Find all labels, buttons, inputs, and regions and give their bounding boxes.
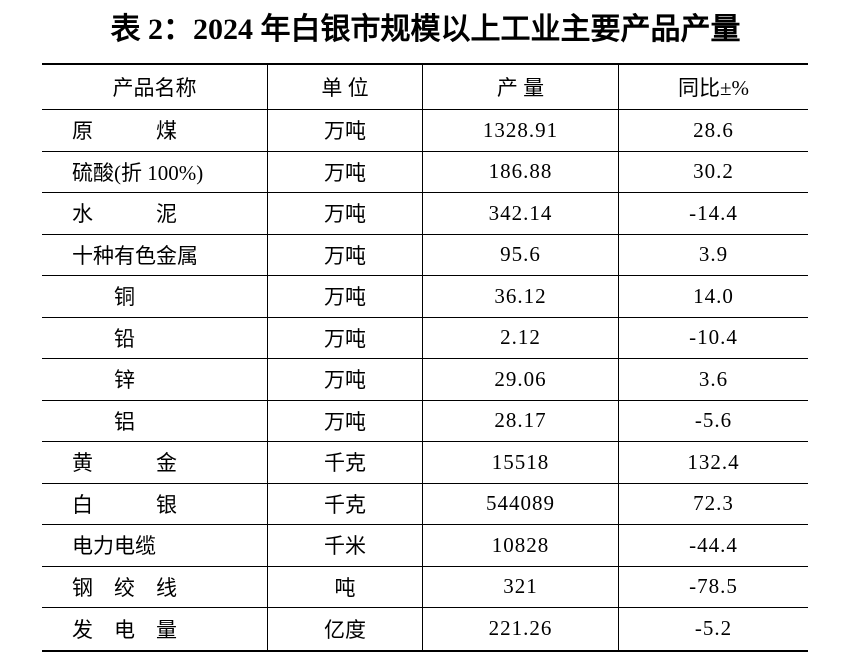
unit-cell: 万吨 [267, 193, 422, 234]
yoy-cell: 30.2 [618, 151, 808, 192]
product-name-cell: 铝 [114, 409, 135, 434]
output-cell: 10828 [422, 525, 618, 566]
output-cell: 544089 [422, 483, 618, 524]
output-cell: 15518 [422, 442, 618, 483]
unit-cell: 万吨 [267, 110, 422, 151]
output-cell: 95.6 [422, 234, 618, 275]
table-row: 铜 万吨 36.12 14.0 [42, 276, 808, 318]
unit-cell: 万吨 [267, 151, 422, 192]
yoy-cell: -10.4 [618, 317, 808, 358]
product-name-cell: 原 煤 [72, 119, 177, 144]
table-row: 钢 绞 线 吨 321 -78.5 [42, 566, 808, 608]
product-name-cell: 钢 绞 线 [72, 575, 177, 600]
table-row: 锌 万吨 29.06 3.6 [42, 359, 808, 401]
table-row: 硫酸(折 100%) 万吨 186.88 30.2 [42, 151, 808, 193]
table-header-row: 产品名称 单 位 产 量 同比±% [42, 65, 808, 110]
table-row: 铅 万吨 2.12 -10.4 [42, 317, 808, 359]
unit-cell: 万吨 [267, 359, 422, 400]
output-cell: 186.88 [422, 151, 618, 192]
table-row: 十种有色金属 万吨 95.6 3.9 [42, 234, 808, 276]
table-row: 电力电缆 千米 10828 -44.4 [42, 525, 808, 567]
column-header-product-name: 产品名称 [112, 76, 197, 100]
product-name-cell: 白 银 [72, 492, 177, 517]
output-cell: 28.17 [422, 400, 618, 441]
table-row: 水 泥 万吨 342.14 -14.4 [42, 193, 808, 235]
product-name-cell: 铅 [114, 326, 135, 351]
product-name-cell: 十种有色金属 [72, 243, 198, 268]
yoy-cell: 14.0 [618, 276, 808, 317]
unit-cell: 万吨 [267, 317, 422, 358]
product-name-cell: 硫酸(折 100%) [72, 160, 204, 185]
yoy-cell: -5.2 [618, 608, 808, 650]
yoy-cell: 28.6 [618, 110, 808, 151]
unit-cell: 万吨 [267, 276, 422, 317]
table-row: 发 电 量 亿度 221.26 -5.2 [42, 608, 808, 650]
output-cell: 29.06 [422, 359, 618, 400]
table-row: 黄 金 千克 15518 132.4 [42, 442, 808, 484]
output-cell: 321 [422, 566, 618, 607]
output-cell: 342.14 [422, 193, 618, 234]
yoy-cell: 3.9 [618, 234, 808, 275]
yoy-cell: -5.6 [618, 400, 808, 441]
yoy-cell: 132.4 [618, 442, 808, 483]
table-row: 白 银 千克 544089 72.3 [42, 483, 808, 525]
output-cell: 221.26 [422, 608, 618, 650]
column-header-unit: 单 位 [267, 65, 422, 109]
output-cell: 2.12 [422, 317, 618, 358]
table-row: 铝 万吨 28.17 -5.6 [42, 400, 808, 442]
product-name-cell: 锌 [114, 368, 135, 393]
page-title: 表 2：2024 年白银市规模以上工业主要产品产量 [110, 13, 741, 46]
yoy-cell: -78.5 [618, 566, 808, 607]
product-name-cell: 电力电缆 [72, 534, 156, 559]
unit-cell: 吨 [267, 566, 422, 607]
product-name-cell: 水 泥 [72, 202, 177, 227]
unit-cell: 万吨 [267, 234, 422, 275]
column-header-output: 产 量 [422, 65, 618, 109]
product-name-cell: 铜 [114, 285, 135, 310]
output-cell: 36.12 [422, 276, 618, 317]
column-header-yoy-percent: 同比±% [618, 65, 808, 109]
unit-cell: 千米 [267, 525, 422, 566]
product-name-cell: 发 电 量 [72, 617, 177, 642]
yoy-cell: -14.4 [618, 193, 808, 234]
product-name-cell: 黄 金 [72, 451, 177, 476]
products-table: 产品名称 单 位 产 量 同比±% 原 煤万吨 1328.91 28.6 硫酸(折 1… [42, 63, 808, 652]
yoy-cell: -44.4 [618, 525, 808, 566]
yoy-cell: 72.3 [618, 483, 808, 524]
unit-cell: 千克 [267, 442, 422, 483]
table-row: 原 煤 万吨 1328.91 28.6 [42, 110, 808, 152]
output-cell: 1328.91 [422, 110, 618, 151]
unit-cell: 千克 [267, 483, 422, 524]
unit-cell: 亿度 [267, 608, 422, 650]
yoy-cell: 3.6 [618, 359, 808, 400]
table-rows: 原 煤万吨 1328.91 28.6 硫酸(折 100%) 万吨 186.88 30.2 水 … [42, 110, 808, 650]
unit-cell: 万吨 [267, 400, 422, 441]
